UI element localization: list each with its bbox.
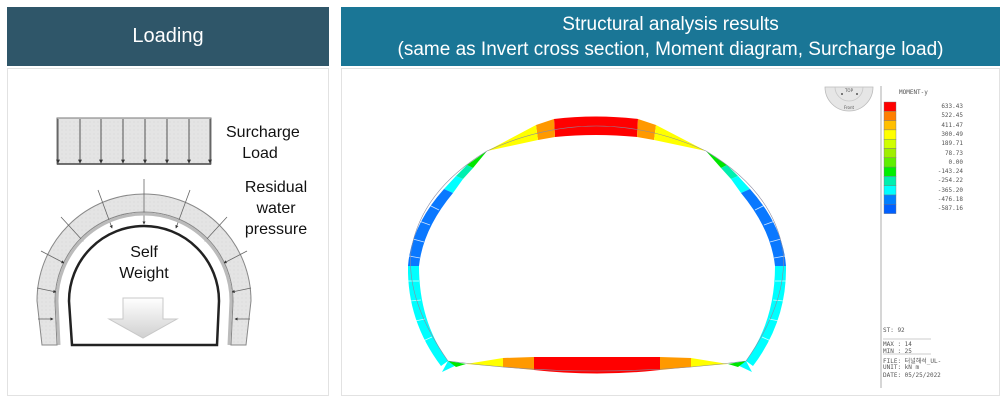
legend-swatch: [883, 138, 897, 149]
legend-swatch: [883, 129, 897, 140]
legend-swatch: [883, 101, 897, 112]
self-weight-arrow-icon: [107, 297, 179, 339]
moment-diagram: TOP Front: [407, 86, 931, 388]
legend-value: -587.16: [937, 205, 963, 213]
info-file: FILE: 터널해석_UL-: [883, 358, 942, 365]
residual-water-pressure-label: Residual water pressure: [244, 179, 308, 238]
legend-value: 300.49: [941, 130, 963, 138]
self-weight-label: Self Weight: [119, 244, 169, 282]
legend-swatch: [883, 185, 897, 196]
legend-swatch: [883, 166, 897, 177]
legend-swatch: [883, 157, 897, 168]
legend-value: -143.24: [937, 168, 963, 176]
legend-swatch: [883, 194, 897, 205]
legend-color-scale: [883, 101, 897, 214]
tunnel-moment-band: [407, 116, 787, 374]
loading-panel: Surcharge Load Residual water pressure S…: [7, 68, 329, 396]
loading-diagram: [36, 117, 252, 347]
legend-swatch: [883, 148, 897, 159]
results-panel: TOP Front MOMENT-y 633.43 522.45 411.47 300…: [341, 68, 1000, 396]
legend-swatch: [883, 111, 897, 121]
tunnel-lining: [67, 224, 221, 347]
svg-text:Front: Front: [844, 105, 855, 110]
legend-swatch: [883, 120, 897, 131]
legend-value: 0.00: [948, 158, 963, 166]
legend-value: -254.22: [937, 177, 963, 185]
legend-value: 411.47: [941, 121, 963, 129]
results-subtitle: (same as Invert cross section, Moment di…: [397, 38, 944, 60]
legend-value: 633.43: [941, 103, 963, 110]
legend-title: MOMENT-y: [899, 89, 928, 96]
legend-value: 189.71: [941, 140, 963, 148]
legend-value: 78.73: [944, 149, 963, 157]
legend-swatch: [883, 176, 897, 186]
loading-title: Loading: [132, 25, 204, 47]
legend-value: 522.45: [941, 112, 963, 120]
legend-value: -476.18: [937, 196, 963, 203]
view-cube-icon[interactable]: TOP Front: [824, 86, 874, 112]
surcharge-load-block: [56, 117, 212, 165]
water-pressure-ring: [36, 179, 252, 346]
info-unit: UNIT: kN m: [883, 364, 920, 371]
surcharge-load-label: Surcharge Load: [226, 124, 300, 162]
legend-value: -365.20: [937, 186, 963, 194]
info-min: MIN : 25: [883, 348, 912, 355]
svg-text:TOP: TOP: [844, 88, 854, 93]
results-title: Structural analysis results: [562, 13, 779, 35]
legend-swatch: [883, 204, 897, 214]
loading-header: Loading: [7, 7, 329, 66]
info-st: ST: 92: [883, 327, 905, 334]
info-max: MAX : 14: [883, 341, 912, 348]
info-date: DATE: 05/25/2022: [883, 372, 941, 379]
results-header: Structural analysis results (same as Inv…: [341, 7, 1000, 66]
